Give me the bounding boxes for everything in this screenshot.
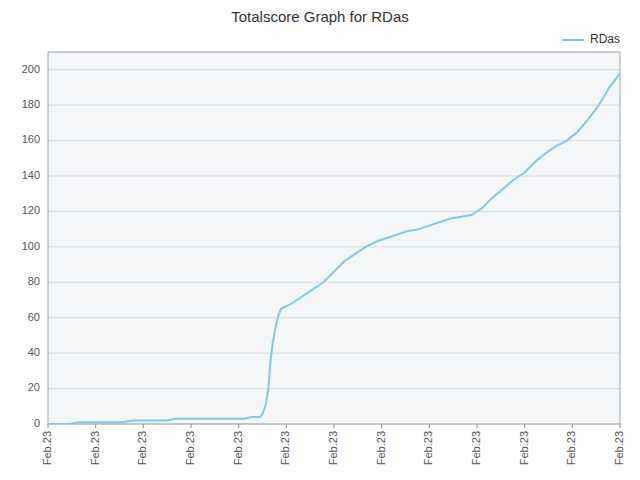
grid-line bbox=[48, 388, 620, 389]
legend: RDas bbox=[562, 32, 620, 46]
x-ticks: Feb.23 Feb.23 Feb.23 Feb.23 Feb.23 Feb.23 Feb.… bbox=[41, 424, 625, 465]
chart-svg: 020406080100120140160180200Feb.23Feb.23F… bbox=[0, 0, 640, 480]
series-line bbox=[48, 73, 620, 424]
x-tick bbox=[620, 424, 621, 428]
y-tick-labels: 0 20 40 60 80 100 120 140 160 180 200 bbox=[22, 63, 40, 429]
x-tick-label: Feb.23 bbox=[232, 431, 244, 465]
y-tick-label: 0 bbox=[34, 417, 40, 429]
x-tick bbox=[572, 424, 573, 428]
plot-background bbox=[48, 52, 620, 424]
x-tick-label: Feb.23 bbox=[89, 431, 101, 465]
y-tick-label: 180 bbox=[22, 98, 40, 110]
x-tick-label: Feb.23 bbox=[136, 431, 148, 465]
y-tick-label: 60 bbox=[28, 311, 40, 323]
x-tick bbox=[48, 424, 49, 428]
x-tick bbox=[238, 424, 239, 428]
y-tick-label: 100 bbox=[22, 240, 40, 252]
x-tick-label: Feb.23 bbox=[279, 431, 291, 465]
data-layer bbox=[48, 73, 620, 424]
grid-line bbox=[48, 282, 620, 283]
grid-line bbox=[48, 246, 620, 247]
x-tick bbox=[95, 424, 96, 428]
grid-line bbox=[48, 353, 620, 354]
x-tick-label: Feb.23 bbox=[327, 431, 339, 465]
grid-line bbox=[48, 211, 620, 212]
x-tick bbox=[143, 424, 144, 428]
x-tick-label: Feb.23 bbox=[375, 431, 387, 465]
x-tick bbox=[286, 424, 287, 428]
plot-frame bbox=[48, 52, 620, 424]
y-tick-label: 200 bbox=[22, 63, 40, 75]
chart-title: Totalscore Graph for RDas bbox=[231, 8, 409, 25]
x-tick-label: Feb.23 bbox=[565, 431, 577, 465]
x-tick bbox=[477, 424, 478, 428]
grid-line bbox=[48, 317, 620, 318]
x-tick bbox=[429, 424, 430, 428]
x-tick bbox=[524, 424, 525, 428]
y-tick-label: 120 bbox=[22, 204, 40, 216]
y-tick-label: 20 bbox=[28, 381, 40, 393]
x-tick-label: Feb.23 bbox=[518, 431, 530, 465]
x-tick-label: Feb.23 bbox=[613, 431, 625, 465]
grid-line bbox=[48, 105, 620, 106]
grid-line bbox=[48, 176, 620, 177]
x-tick bbox=[191, 424, 192, 428]
legend-label: RDas bbox=[590, 32, 620, 46]
y-tick-label: 40 bbox=[28, 346, 40, 358]
x-tick bbox=[381, 424, 382, 428]
y-tick-label: 160 bbox=[22, 133, 40, 145]
legend-swatch bbox=[562, 39, 584, 41]
x-tick-label: Feb.23 bbox=[184, 431, 196, 465]
x-tick bbox=[334, 424, 335, 428]
grid-line bbox=[48, 140, 620, 141]
y-tick-label: 80 bbox=[28, 275, 40, 287]
x-tick-label: Feb.23 bbox=[422, 431, 434, 465]
y-tick-label: 140 bbox=[22, 169, 40, 181]
y-grid bbox=[48, 70, 620, 424]
x-tick-label: Feb.23 bbox=[470, 431, 482, 465]
chart-container: 020406080100120140160180200Feb.23Feb.23F… bbox=[0, 0, 640, 480]
x-tick-label: Feb.23 bbox=[41, 431, 53, 465]
grid-line bbox=[48, 69, 620, 70]
